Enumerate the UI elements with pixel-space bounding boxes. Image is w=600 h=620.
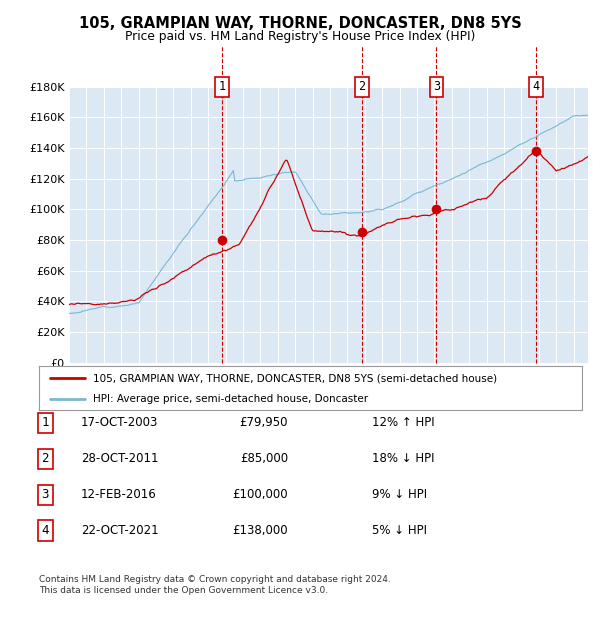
Text: HPI: Average price, semi-detached house, Doncaster: HPI: Average price, semi-detached house,…	[94, 394, 368, 404]
Text: 105, GRAMPIAN WAY, THORNE, DONCASTER, DN8 5YS: 105, GRAMPIAN WAY, THORNE, DONCASTER, DN…	[79, 16, 521, 30]
Text: 28-OCT-2011: 28-OCT-2011	[81, 453, 158, 465]
Text: 4: 4	[41, 525, 49, 537]
Text: £100,000: £100,000	[232, 489, 288, 501]
Text: Price paid vs. HM Land Registry's House Price Index (HPI): Price paid vs. HM Land Registry's House …	[125, 30, 475, 43]
Text: Contains HM Land Registry data © Crown copyright and database right 2024.
This d: Contains HM Land Registry data © Crown c…	[39, 575, 391, 595]
Text: 3: 3	[433, 81, 440, 93]
Text: 1: 1	[218, 81, 226, 93]
Text: 12% ↑ HPI: 12% ↑ HPI	[372, 417, 434, 429]
Text: £85,000: £85,000	[240, 453, 288, 465]
Text: £138,000: £138,000	[232, 525, 288, 537]
Text: 3: 3	[41, 489, 49, 501]
Text: 17-OCT-2003: 17-OCT-2003	[81, 417, 158, 429]
Text: 105, GRAMPIAN WAY, THORNE, DONCASTER, DN8 5YS (semi-detached house): 105, GRAMPIAN WAY, THORNE, DONCASTER, DN…	[94, 373, 497, 383]
Text: 2: 2	[358, 81, 365, 93]
Text: 2: 2	[41, 453, 49, 465]
Text: £79,950: £79,950	[239, 417, 288, 429]
Text: 12-FEB-2016: 12-FEB-2016	[81, 489, 157, 501]
Text: 18% ↓ HPI: 18% ↓ HPI	[372, 453, 434, 465]
Text: 22-OCT-2021: 22-OCT-2021	[81, 525, 158, 537]
Text: 1: 1	[41, 417, 49, 429]
Text: 9% ↓ HPI: 9% ↓ HPI	[372, 489, 427, 501]
Text: 4: 4	[532, 81, 539, 93]
Text: 5% ↓ HPI: 5% ↓ HPI	[372, 525, 427, 537]
